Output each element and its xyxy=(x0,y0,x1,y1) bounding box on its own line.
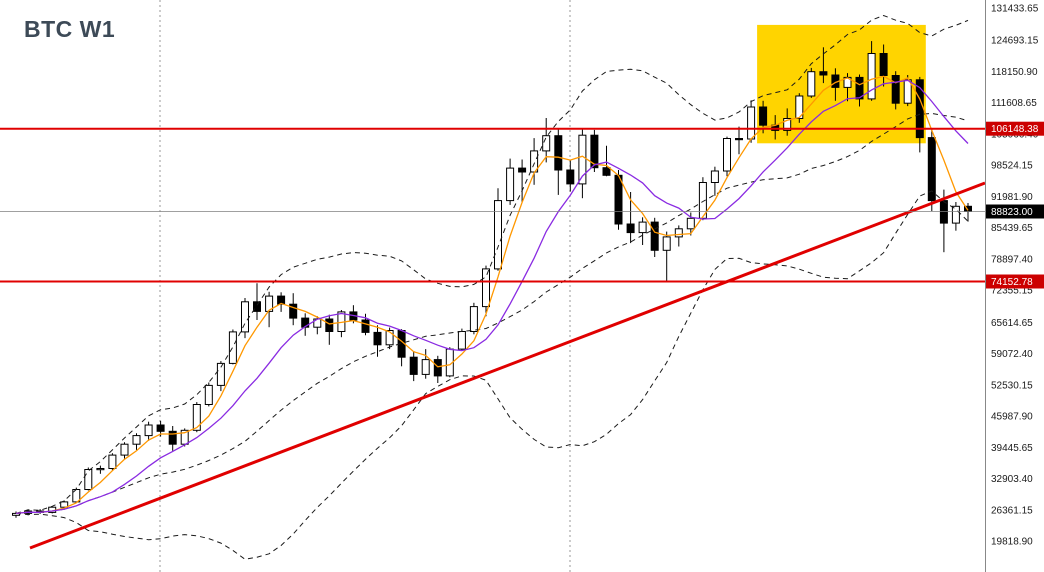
price-axis-label: 39445.65 xyxy=(991,443,1033,454)
candle-body xyxy=(638,221,647,234)
candle-body xyxy=(108,454,117,470)
candle-body xyxy=(626,223,635,234)
price-axis-label: 78897.40 xyxy=(991,254,1033,265)
candle-body xyxy=(192,404,201,431)
candle-body xyxy=(409,356,418,375)
price-axis-label: 124693.15 xyxy=(991,36,1039,47)
price-axis-label: 19818.90 xyxy=(991,537,1033,548)
candle-body xyxy=(228,331,237,364)
candle-body xyxy=(674,228,683,238)
current-price-badge xyxy=(986,204,1044,219)
price-axis-label: 59072.40 xyxy=(991,349,1033,360)
price-badge-text: 106148.38 xyxy=(991,124,1039,135)
price-axis-label: 65614.65 xyxy=(991,318,1033,329)
candle-body xyxy=(735,138,743,141)
candle-body xyxy=(662,236,671,251)
candle-body xyxy=(819,71,828,76)
candle-body xyxy=(120,443,129,456)
price-axis-label: 72355.15 xyxy=(991,286,1033,297)
trendline[interactable] xyxy=(29,181,986,550)
candle-body xyxy=(494,200,502,270)
candle-body xyxy=(710,170,719,183)
candle-body xyxy=(879,53,888,76)
candle-body xyxy=(542,135,551,152)
candle-body xyxy=(457,331,466,350)
candle-body xyxy=(783,118,792,131)
candle-body xyxy=(156,424,165,432)
level-price-badge xyxy=(986,121,1044,136)
candle-body xyxy=(204,384,213,405)
candle-body xyxy=(469,306,478,333)
candle-body xyxy=(614,174,623,225)
highlight-rectangle[interactable] xyxy=(757,24,926,144)
level-price-badge xyxy=(986,274,1044,289)
price-axis-label: 91981.90 xyxy=(991,192,1033,203)
candle-body xyxy=(855,76,864,100)
candle-body xyxy=(289,303,298,319)
candle-body xyxy=(216,362,225,386)
price-axis-label: 98524.15 xyxy=(991,161,1033,172)
price-axis-label: 32903.40 xyxy=(991,474,1033,485)
bollinger-lower-band xyxy=(15,190,969,560)
candle-body xyxy=(891,75,900,104)
candle-body xyxy=(361,319,370,333)
candle-body xyxy=(168,430,177,445)
candle-body xyxy=(807,71,816,97)
candle-body xyxy=(241,301,249,333)
candle-body xyxy=(951,205,960,224)
price-axis-label: 26361.15 xyxy=(991,505,1033,516)
price-axis-label: 111608.65 xyxy=(991,98,1037,109)
candle-body xyxy=(84,469,93,490)
candle-body xyxy=(518,167,527,173)
price-axis-label: 52530.15 xyxy=(991,380,1033,391)
candle-body xyxy=(385,330,394,346)
candle-body xyxy=(433,359,442,377)
candle-body xyxy=(277,295,286,305)
candle-body xyxy=(747,106,756,140)
price-axis-label: 85439.65 xyxy=(991,223,1033,234)
candle-body xyxy=(686,217,695,230)
candle-body xyxy=(325,318,334,332)
price-axis-label: 45987.90 xyxy=(991,412,1033,423)
price-axis-label: 131433.65 xyxy=(991,4,1039,15)
symbol-timeframe-label: BTC W1 xyxy=(24,16,116,42)
candle-body xyxy=(554,135,563,171)
candle-body xyxy=(96,468,105,471)
candle-body xyxy=(650,221,659,251)
candle-body xyxy=(590,134,599,169)
price-axis-label: 118150.90 xyxy=(991,67,1038,78)
candle-body xyxy=(421,359,430,375)
candle-body xyxy=(698,182,707,219)
candle-body xyxy=(566,169,575,185)
candle-body xyxy=(482,268,490,308)
candle-body xyxy=(602,167,611,176)
bollinger-upper-band xyxy=(15,14,969,514)
candle-body xyxy=(795,95,804,119)
slow-ma-line xyxy=(15,79,969,515)
bollinger-middle-band xyxy=(15,112,969,514)
candle-body xyxy=(144,424,153,437)
price-badge-text: 74152.78 xyxy=(991,277,1033,288)
candle-body xyxy=(373,331,382,346)
candle-body xyxy=(723,138,731,172)
fast-ma-line xyxy=(15,75,969,515)
candle-body xyxy=(60,501,69,508)
candle-body xyxy=(927,137,936,202)
candle-body xyxy=(867,53,876,100)
candle-body xyxy=(132,435,141,445)
candle-body xyxy=(253,301,261,312)
candle-body xyxy=(506,167,515,202)
candle-body xyxy=(759,106,768,126)
price-badge-text: 88823.00 xyxy=(991,207,1033,218)
candle-body xyxy=(578,134,587,185)
